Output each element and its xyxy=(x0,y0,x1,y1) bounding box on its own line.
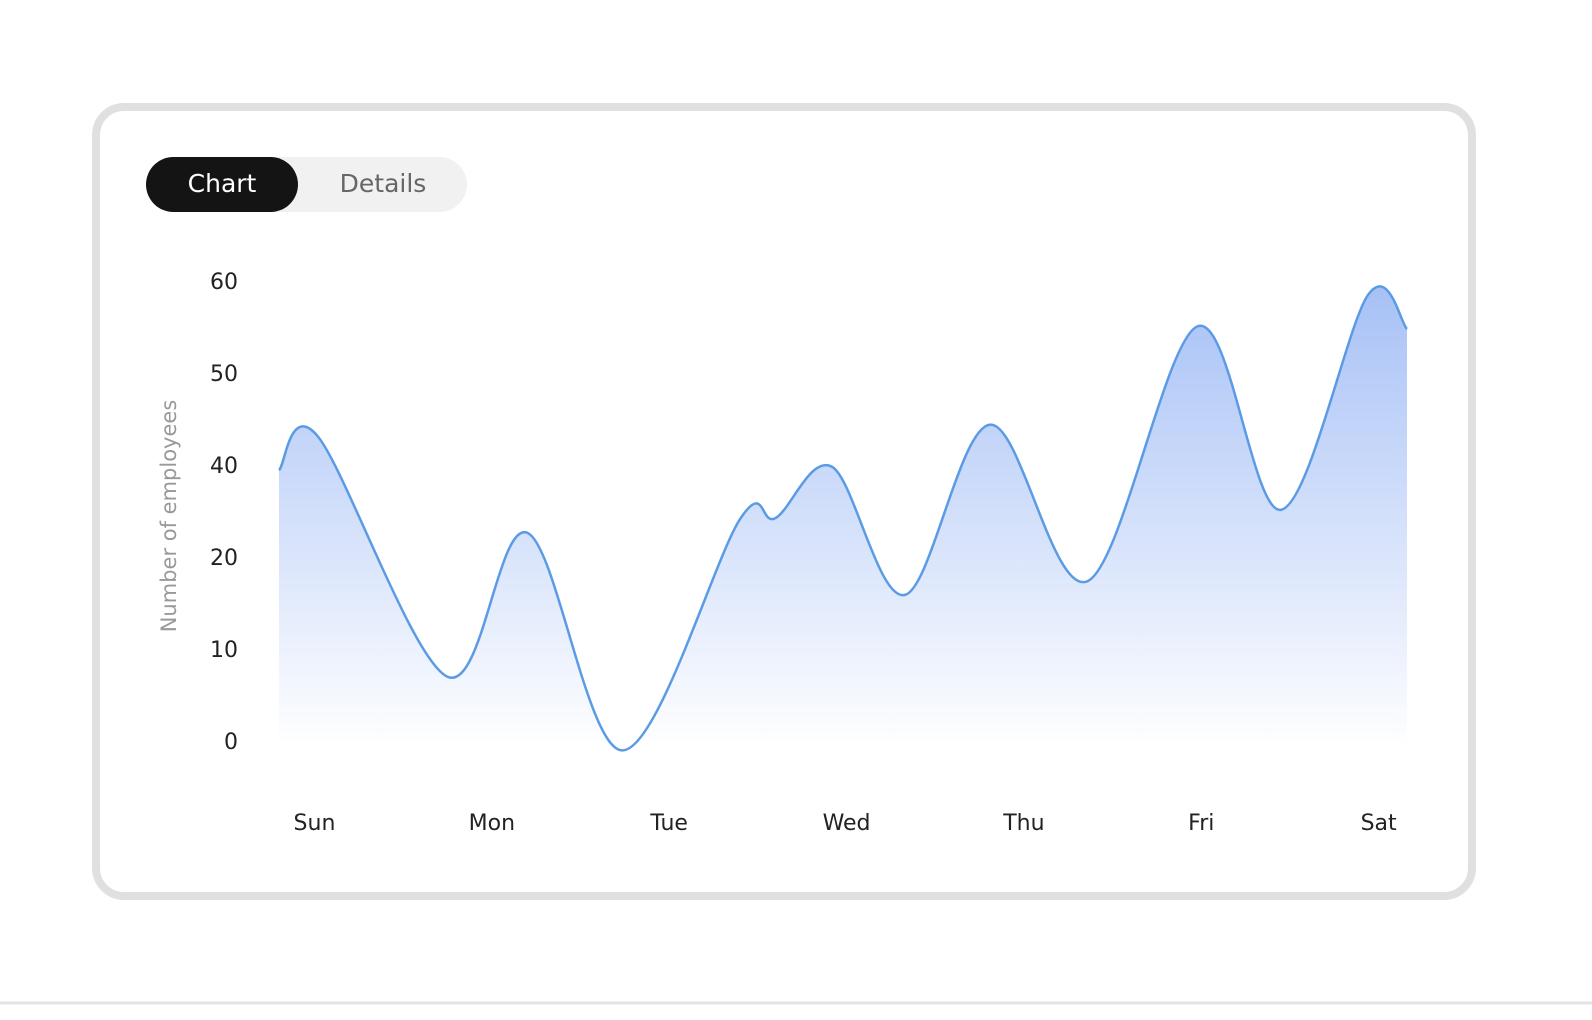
x-tick-label: Sat xyxy=(1361,811,1397,836)
y-tick-label: 0 xyxy=(224,730,238,755)
y-tick-label: 10 xyxy=(210,638,238,663)
x-tick-label: Thu xyxy=(1002,811,1044,836)
y-tick-label: 60 xyxy=(210,270,238,295)
area xyxy=(279,286,1407,751)
x-tick-label: Fri xyxy=(1188,811,1214,836)
tab[interactable]: Details xyxy=(340,169,427,198)
tab[interactable]: Chart xyxy=(188,169,257,198)
y-tick-label: 40 xyxy=(210,454,238,479)
x-tick-label: Wed xyxy=(823,811,871,836)
y-axis-label: Number of employees xyxy=(157,400,181,633)
line xyxy=(277,285,1409,752)
plot: 0 10 20 40 50 60 Sun Mon Tue Wed Thu Fri Sat xyxy=(210,270,1409,836)
y-tick-label: 50 xyxy=(210,362,238,387)
x-tick-label: Sun xyxy=(294,811,336,836)
x-tick-label: Mon xyxy=(469,811,515,836)
x-tick-label: Tue xyxy=(649,811,688,836)
tab-active-bg xyxy=(146,157,298,212)
y-tick-label: 20 xyxy=(210,546,238,571)
